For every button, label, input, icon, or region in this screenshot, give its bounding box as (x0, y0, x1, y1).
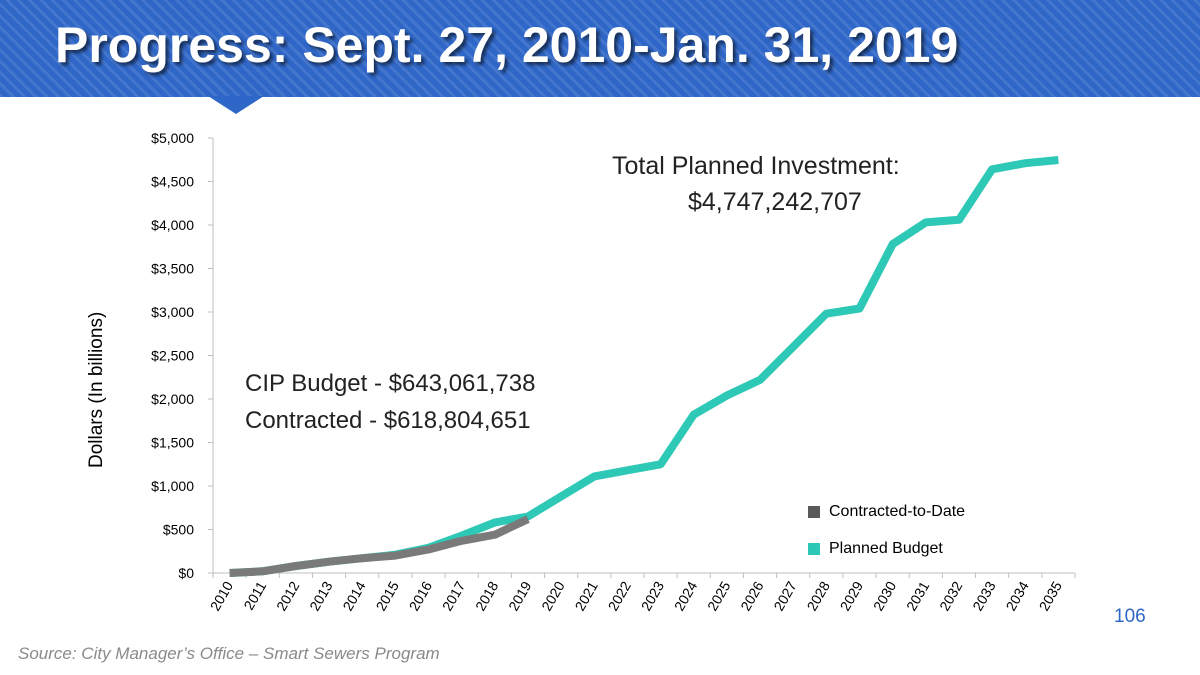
legend-item-planned: Planned Budget (808, 540, 943, 558)
x-tick-label: 2021 (571, 578, 601, 613)
annotation-contracted: Contracted - $618,804,651 (245, 407, 531, 434)
y-tick-label: $4,500 (151, 174, 194, 190)
x-tick-label: 2011 (240, 578, 269, 612)
y-tick-label: $0 (178, 565, 194, 581)
series-lines (229, 156, 1059, 577)
y-tick-label: $5,000 (151, 130, 194, 146)
x-tick-label: 2015 (373, 578, 403, 613)
source-note: Source: City Manager’s Office – Smart Se… (18, 644, 440, 663)
legend-item-contracted: Contracted-to-Date (808, 503, 965, 521)
x-tick-label: 2026 (737, 578, 767, 613)
x-tick-label: 2031 (903, 578, 933, 613)
y-tick-label: $1,500 (151, 435, 194, 451)
x-tick-label: 2028 (804, 578, 834, 613)
annotation-total-planned-label: Total Planned Investment: (612, 152, 900, 180)
annotation-total-planned-value: $4,747,242,707 (688, 188, 862, 216)
legend-swatch-planned (808, 543, 820, 555)
x-tick-label: 2034 (1002, 578, 1032, 613)
x-tick-label: 2025 (704, 578, 734, 613)
y-tick-label: $1,000 (151, 478, 194, 494)
x-tick-label: 2017 (439, 578, 469, 613)
x-tick-label: 2012 (273, 578, 303, 613)
x-tick-label: 2016 (406, 578, 436, 613)
x-tick-label: 2013 (306, 578, 336, 613)
x-tick-label: 2020 (538, 578, 568, 613)
y-tick-label: $4,000 (151, 217, 194, 233)
y-tick-label: $500 (163, 522, 194, 538)
y-tick-label: $2,000 (151, 391, 194, 407)
series-line-contracted-to-date (229, 515, 530, 577)
x-tick-label: 2032 (936, 578, 966, 613)
x-tick-label: 2033 (969, 578, 999, 613)
x-tick-label: 2018 (472, 578, 502, 613)
y-tick-label: $2,500 (151, 348, 194, 364)
x-tick-label: 2014 (339, 578, 369, 613)
x-tick-label: 2022 (605, 578, 635, 613)
annotation-cip-budget: CIP Budget - $643,061,738 (245, 370, 536, 397)
title-banner (0, 0, 1200, 97)
legend-label-planned: Planned Budget (829, 540, 943, 557)
page-title: Progress: Sept. 27, 2010-Jan. 31, 2019 (55, 17, 959, 73)
x-tick-label: 2027 (770, 578, 800, 613)
x-tick-label: 2019 (505, 578, 535, 613)
legend-label-contracted: Contracted-to-Date (829, 503, 966, 520)
legend-swatch-contracted (808, 506, 820, 518)
y-tick-label: $3,000 (151, 304, 194, 320)
x-tick-label: 2023 (638, 578, 668, 613)
x-tick-label: 2030 (870, 578, 900, 613)
y-tick-label: $3,500 (151, 261, 194, 277)
page-number: 106 (1114, 606, 1146, 627)
banner-notch (208, 96, 264, 114)
x-tick-label: 2035 (1036, 578, 1066, 613)
y-axis-label: Dollars (In billions) (86, 311, 107, 468)
y-axis-ticks: $0 $500 $1,000 $1,500 $2,000 $2,500 $3,000 $3,5… (151, 130, 213, 581)
x-tick-label: 2029 (837, 578, 867, 613)
x-axis-ticks: 2010 2011 2012 2013 2014 2015 2016 2017 2018 2019… (207, 573, 1076, 613)
x-tick-label: 2010 (207, 578, 237, 613)
x-tick-label: 2024 (671, 578, 701, 613)
